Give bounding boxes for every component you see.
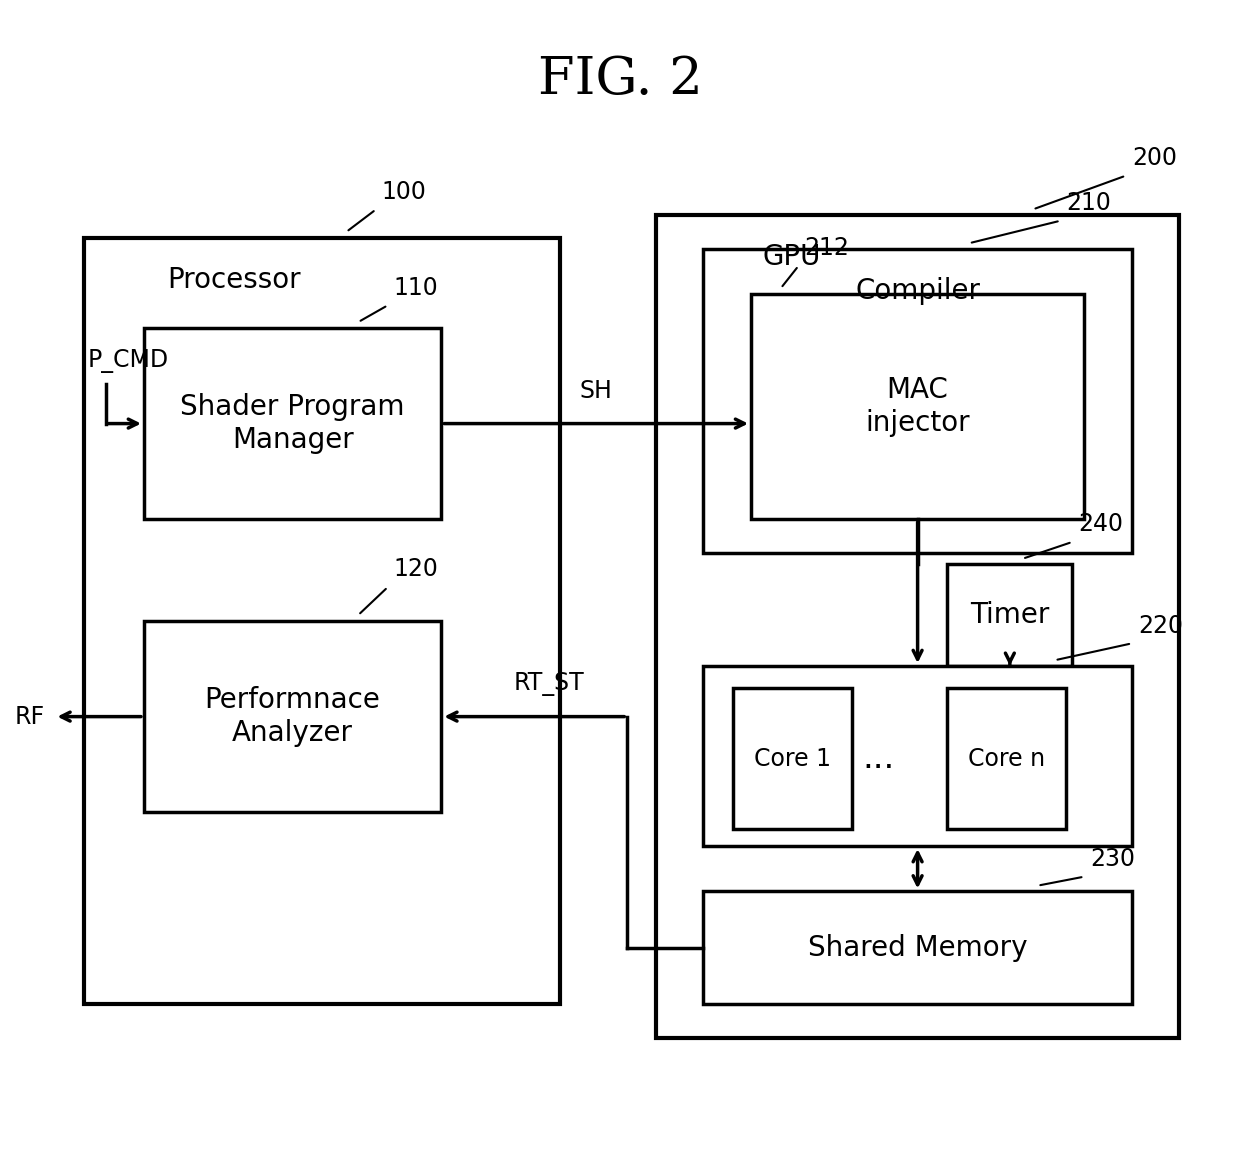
Text: MAC
injector: MAC injector bbox=[866, 377, 970, 437]
Text: 100: 100 bbox=[382, 180, 427, 204]
Text: Shader Program
Manager: Shader Program Manager bbox=[180, 393, 405, 454]
Text: 210: 210 bbox=[1066, 191, 1111, 215]
Bar bbox=[751, 294, 1084, 519]
Text: 200: 200 bbox=[1132, 146, 1177, 170]
Text: 240: 240 bbox=[1079, 512, 1123, 537]
Text: SH: SH bbox=[580, 379, 613, 404]
Text: Timer: Timer bbox=[970, 601, 1049, 629]
Text: 220: 220 bbox=[1138, 614, 1183, 637]
Text: 110: 110 bbox=[394, 276, 439, 299]
Text: Core n: Core n bbox=[968, 747, 1045, 771]
Bar bbox=[144, 328, 441, 519]
Text: Performnace
Analyzer: Performnace Analyzer bbox=[205, 687, 381, 747]
Text: Core 1: Core 1 bbox=[754, 747, 831, 771]
Text: Compiler: Compiler bbox=[856, 277, 980, 305]
Text: RF: RF bbox=[15, 704, 45, 729]
Text: GPU: GPU bbox=[763, 243, 821, 271]
Text: 212: 212 bbox=[805, 236, 849, 261]
Bar bbox=[947, 565, 1073, 666]
Text: 120: 120 bbox=[394, 558, 439, 581]
Text: 230: 230 bbox=[1090, 846, 1135, 871]
Text: FIG. 2: FIG. 2 bbox=[538, 54, 702, 106]
Text: Shared Memory: Shared Memory bbox=[807, 933, 1028, 962]
Text: P_CMD: P_CMD bbox=[88, 349, 169, 373]
Bar bbox=[733, 688, 852, 829]
Text: RT_ST: RT_ST bbox=[513, 673, 584, 696]
Bar bbox=[947, 688, 1066, 829]
Bar bbox=[84, 237, 560, 1004]
Bar bbox=[703, 249, 1132, 553]
Bar bbox=[703, 891, 1132, 1004]
Text: Processor: Processor bbox=[167, 265, 301, 294]
Bar bbox=[656, 215, 1179, 1038]
Text: ...: ... bbox=[863, 742, 895, 775]
Bar bbox=[703, 666, 1132, 846]
Bar bbox=[144, 621, 441, 812]
